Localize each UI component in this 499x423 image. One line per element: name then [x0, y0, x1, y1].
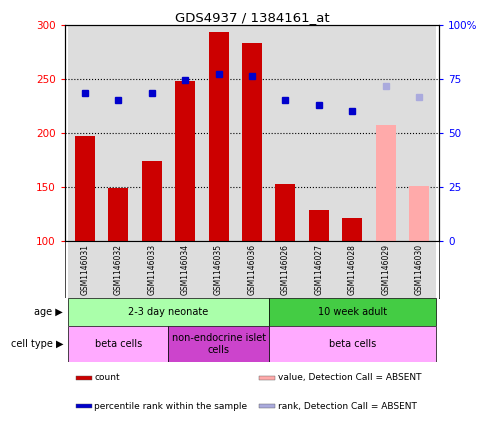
Bar	[169, 241, 202, 298]
Bar	[259, 376, 275, 379]
Text: 2-3 day neonate: 2-3 day neonate	[128, 308, 209, 317]
Bar	[236, 25, 268, 241]
Bar	[342, 218, 362, 241]
Text: beta cells: beta cells	[329, 339, 376, 349]
Bar	[202, 241, 236, 298]
Bar	[135, 241, 169, 298]
Bar	[175, 81, 195, 241]
Bar	[409, 186, 429, 241]
Bar	[169, 327, 268, 362]
Text: 10 week adult: 10 week adult	[318, 308, 387, 317]
Bar	[309, 210, 329, 241]
Bar	[259, 404, 275, 408]
Text: GSM1146026: GSM1146026	[281, 244, 290, 295]
Text: GSM1146033: GSM1146033	[147, 244, 156, 295]
Bar	[376, 124, 396, 241]
Text: GSM1146029: GSM1146029	[381, 244, 390, 295]
Text: GSM1146031: GSM1146031	[80, 244, 89, 295]
Text: percentile rank within the sample: percentile rank within the sample	[94, 402, 248, 411]
Bar	[302, 241, 335, 298]
Bar	[68, 327, 169, 362]
Bar	[268, 327, 436, 362]
Bar	[102, 241, 135, 298]
Bar	[76, 404, 92, 408]
Bar	[142, 161, 162, 241]
Text: non-endocrine islet
cells: non-endocrine islet cells	[172, 333, 265, 355]
Bar	[135, 25, 169, 241]
Text: cell type ▶: cell type ▶	[10, 339, 63, 349]
Bar	[169, 25, 202, 241]
Bar	[68, 25, 102, 241]
Bar	[202, 25, 236, 241]
Bar	[68, 241, 102, 298]
Bar	[302, 25, 335, 241]
Bar	[268, 241, 302, 298]
Bar	[268, 298, 436, 327]
Bar	[268, 25, 302, 241]
Text: age ▶: age ▶	[34, 308, 63, 317]
Text: GSM1146027: GSM1146027	[314, 244, 323, 295]
Title: GDS4937 / 1384161_at: GDS4937 / 1384161_at	[175, 11, 329, 24]
Text: value, Detection Call = ABSENT: value, Detection Call = ABSENT	[278, 373, 421, 382]
Bar	[102, 25, 135, 241]
Bar	[108, 188, 128, 241]
Bar	[242, 43, 262, 241]
Text: GSM1146028: GSM1146028	[348, 244, 357, 295]
Text: GSM1146036: GSM1146036	[248, 244, 256, 295]
Bar	[402, 25, 436, 241]
Text: GSM1146032: GSM1146032	[114, 244, 123, 295]
Text: GSM1146030: GSM1146030	[415, 244, 424, 295]
Bar	[209, 32, 229, 241]
Bar	[76, 376, 92, 379]
Text: count: count	[94, 373, 120, 382]
Bar	[369, 25, 402, 241]
Bar	[236, 241, 268, 298]
Bar	[402, 241, 436, 298]
Bar	[369, 241, 402, 298]
Bar	[335, 25, 369, 241]
Text: GSM1146034: GSM1146034	[181, 244, 190, 295]
Bar	[68, 298, 268, 327]
Text: GSM1146035: GSM1146035	[214, 244, 223, 295]
Bar	[75, 136, 95, 241]
Text: beta cells: beta cells	[95, 339, 142, 349]
Bar	[335, 241, 369, 298]
Text: rank, Detection Call = ABSENT: rank, Detection Call = ABSENT	[278, 402, 417, 411]
Bar	[275, 184, 295, 241]
